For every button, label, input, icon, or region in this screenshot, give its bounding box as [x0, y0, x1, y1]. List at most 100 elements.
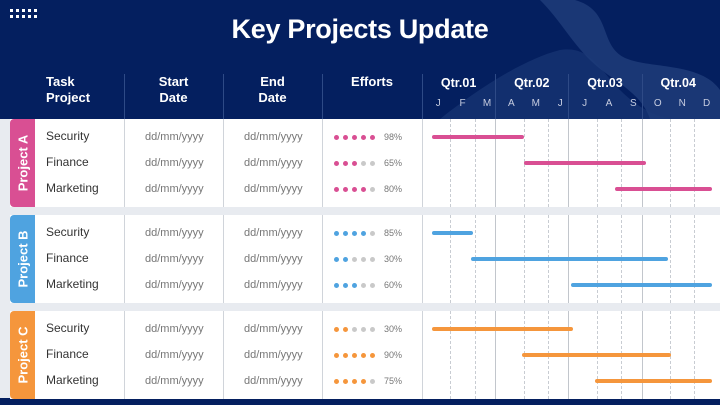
column-divider: [322, 311, 323, 399]
effort-percent: 30%: [384, 254, 403, 264]
month-gridline: [450, 119, 452, 207]
gantt-bar[interactable]: [431, 231, 474, 235]
column-divider: [124, 311, 125, 399]
header-end-date: End Date: [223, 74, 322, 119]
effort-dot-filled: [334, 283, 339, 288]
effort-dot-filled: [370, 135, 375, 140]
gantt-bar[interactable]: [524, 161, 647, 165]
decorative-squiggle: [440, 0, 720, 119]
gantt-bar[interactable]: [470, 257, 669, 261]
task-row[interactable]: Marketing dd/mm/yyyy dd/mm/yyyy 60%: [0, 272, 720, 298]
effort-dot-empty: [370, 327, 375, 332]
month-gridline: [670, 215, 671, 303]
header-project-label: Project: [46, 90, 91, 105]
header-start-label: Start: [158, 74, 189, 89]
gantt-bar[interactable]: [614, 187, 713, 191]
task-row[interactable]: Security dd/mm/yyyy dd/mm/yyyy 30%: [0, 316, 720, 342]
page-title: Key Projects Update: [231, 14, 489, 44]
effort-dot-empty: [361, 161, 366, 166]
effort-dot-filled: [361, 187, 366, 192]
header-divider: [422, 74, 423, 119]
task-name: Security: [46, 225, 90, 239]
effort-dot-filled: [334, 231, 339, 236]
effort-dot-filled: [334, 327, 339, 332]
task-name: Security: [46, 321, 90, 335]
task-name: Security: [46, 129, 90, 143]
task-row[interactable]: Marketing dd/mm/yyyy dd/mm/yyyy 80%: [0, 176, 720, 202]
month-label: S: [630, 98, 637, 109]
task-row[interactable]: Security dd/mm/yyyy dd/mm/yyyy 85%: [0, 220, 720, 246]
month-gridline: [670, 119, 671, 207]
end-date: dd/mm/yyyy: [244, 323, 303, 335]
start-date: dd/mm/yyyy: [145, 183, 204, 195]
month-label: A: [508, 98, 515, 109]
header-divider: [223, 74, 224, 119]
effort-dot-empty: [370, 379, 375, 384]
task-row[interactable]: Marketing dd/mm/yyyy dd/mm/yyyy 75%: [0, 368, 720, 394]
month-gridline: [474, 119, 476, 207]
start-date: dd/mm/yyyy: [145, 349, 204, 361]
effort-percent: 98%: [384, 132, 403, 142]
header-end-label: End: [260, 74, 285, 89]
month-label: D: [702, 98, 711, 109]
effort-dot-filled: [343, 379, 348, 384]
gantt-bar[interactable]: [522, 353, 671, 357]
effort-dot-filled: [334, 257, 339, 262]
header-efforts: Efforts: [322, 74, 422, 119]
task-name: Finance: [46, 155, 89, 169]
effort-dot-empty: [361, 327, 366, 332]
header-task-label: Task: [46, 74, 75, 89]
header-divider: [124, 74, 125, 119]
gantt-bar[interactable]: [431, 135, 525, 139]
effort-dot-filled: [352, 379, 357, 384]
project-label-tab: Project B: [10, 215, 35, 303]
task-row[interactable]: Finance dd/mm/yyyy dd/mm/yyyy 30%: [0, 246, 720, 272]
dot-grid-icon: [10, 9, 40, 19]
task-row[interactable]: Finance dd/mm/yyyy dd/mm/yyyy 65%: [0, 150, 720, 176]
month-gridline: [694, 215, 696, 303]
effort-dot-empty: [352, 257, 357, 262]
effort-dot-filled: [343, 353, 348, 358]
column-divider: [124, 215, 125, 303]
column-divider: [422, 311, 423, 399]
effort-dot-empty: [370, 187, 375, 192]
project-label-tab: Project C: [10, 311, 35, 399]
month-label: N: [678, 98, 686, 109]
task-name: Marketing: [46, 277, 99, 291]
effort-dot-filled: [352, 231, 357, 236]
task-row[interactable]: Finance dd/mm/yyyy dd/mm/yyyy 90%: [0, 342, 720, 368]
effort-percent: 90%: [384, 350, 403, 360]
effort-dot-filled: [343, 135, 348, 140]
gantt-bar[interactable]: [431, 327, 574, 331]
task-name: Marketing: [46, 181, 99, 195]
header-divider: [322, 74, 323, 119]
quarter-divider: [641, 74, 643, 119]
gantt-bar[interactable]: [570, 283, 713, 287]
end-date: dd/mm/yyyy: [244, 279, 303, 291]
effort-dot-filled: [343, 231, 348, 236]
end-date: dd/mm/yyyy: [244, 375, 303, 387]
task-row[interactable]: Security dd/mm/yyyy dd/mm/yyyy 98%: [0, 124, 720, 150]
effort-dot-filled: [370, 353, 375, 358]
quarter-gridline: [495, 119, 497, 207]
effort-dot-filled: [334, 161, 339, 166]
header-efforts-label: Efforts: [351, 74, 393, 89]
effort-dot-filled: [352, 353, 357, 358]
month-gridline: [450, 311, 452, 399]
quarter-divider: [495, 74, 497, 119]
effort-percent: 60%: [384, 280, 403, 290]
header-end-date-label: Date: [258, 90, 287, 105]
gantt-bar[interactable]: [595, 379, 713, 383]
month-label: A: [605, 98, 613, 109]
effort-dot-filled: [361, 353, 366, 358]
column-divider: [124, 119, 125, 207]
effort-dot-empty: [370, 161, 375, 166]
effort-percent: 30%: [384, 324, 403, 334]
column-divider: [422, 215, 423, 303]
effort-dot-filled: [343, 283, 348, 288]
effort-dot-filled: [352, 187, 357, 192]
task-name: Finance: [46, 347, 89, 361]
effort-dot-empty: [361, 283, 366, 288]
month-gridline: [694, 119, 696, 207]
effort-dot-filled: [334, 353, 339, 358]
